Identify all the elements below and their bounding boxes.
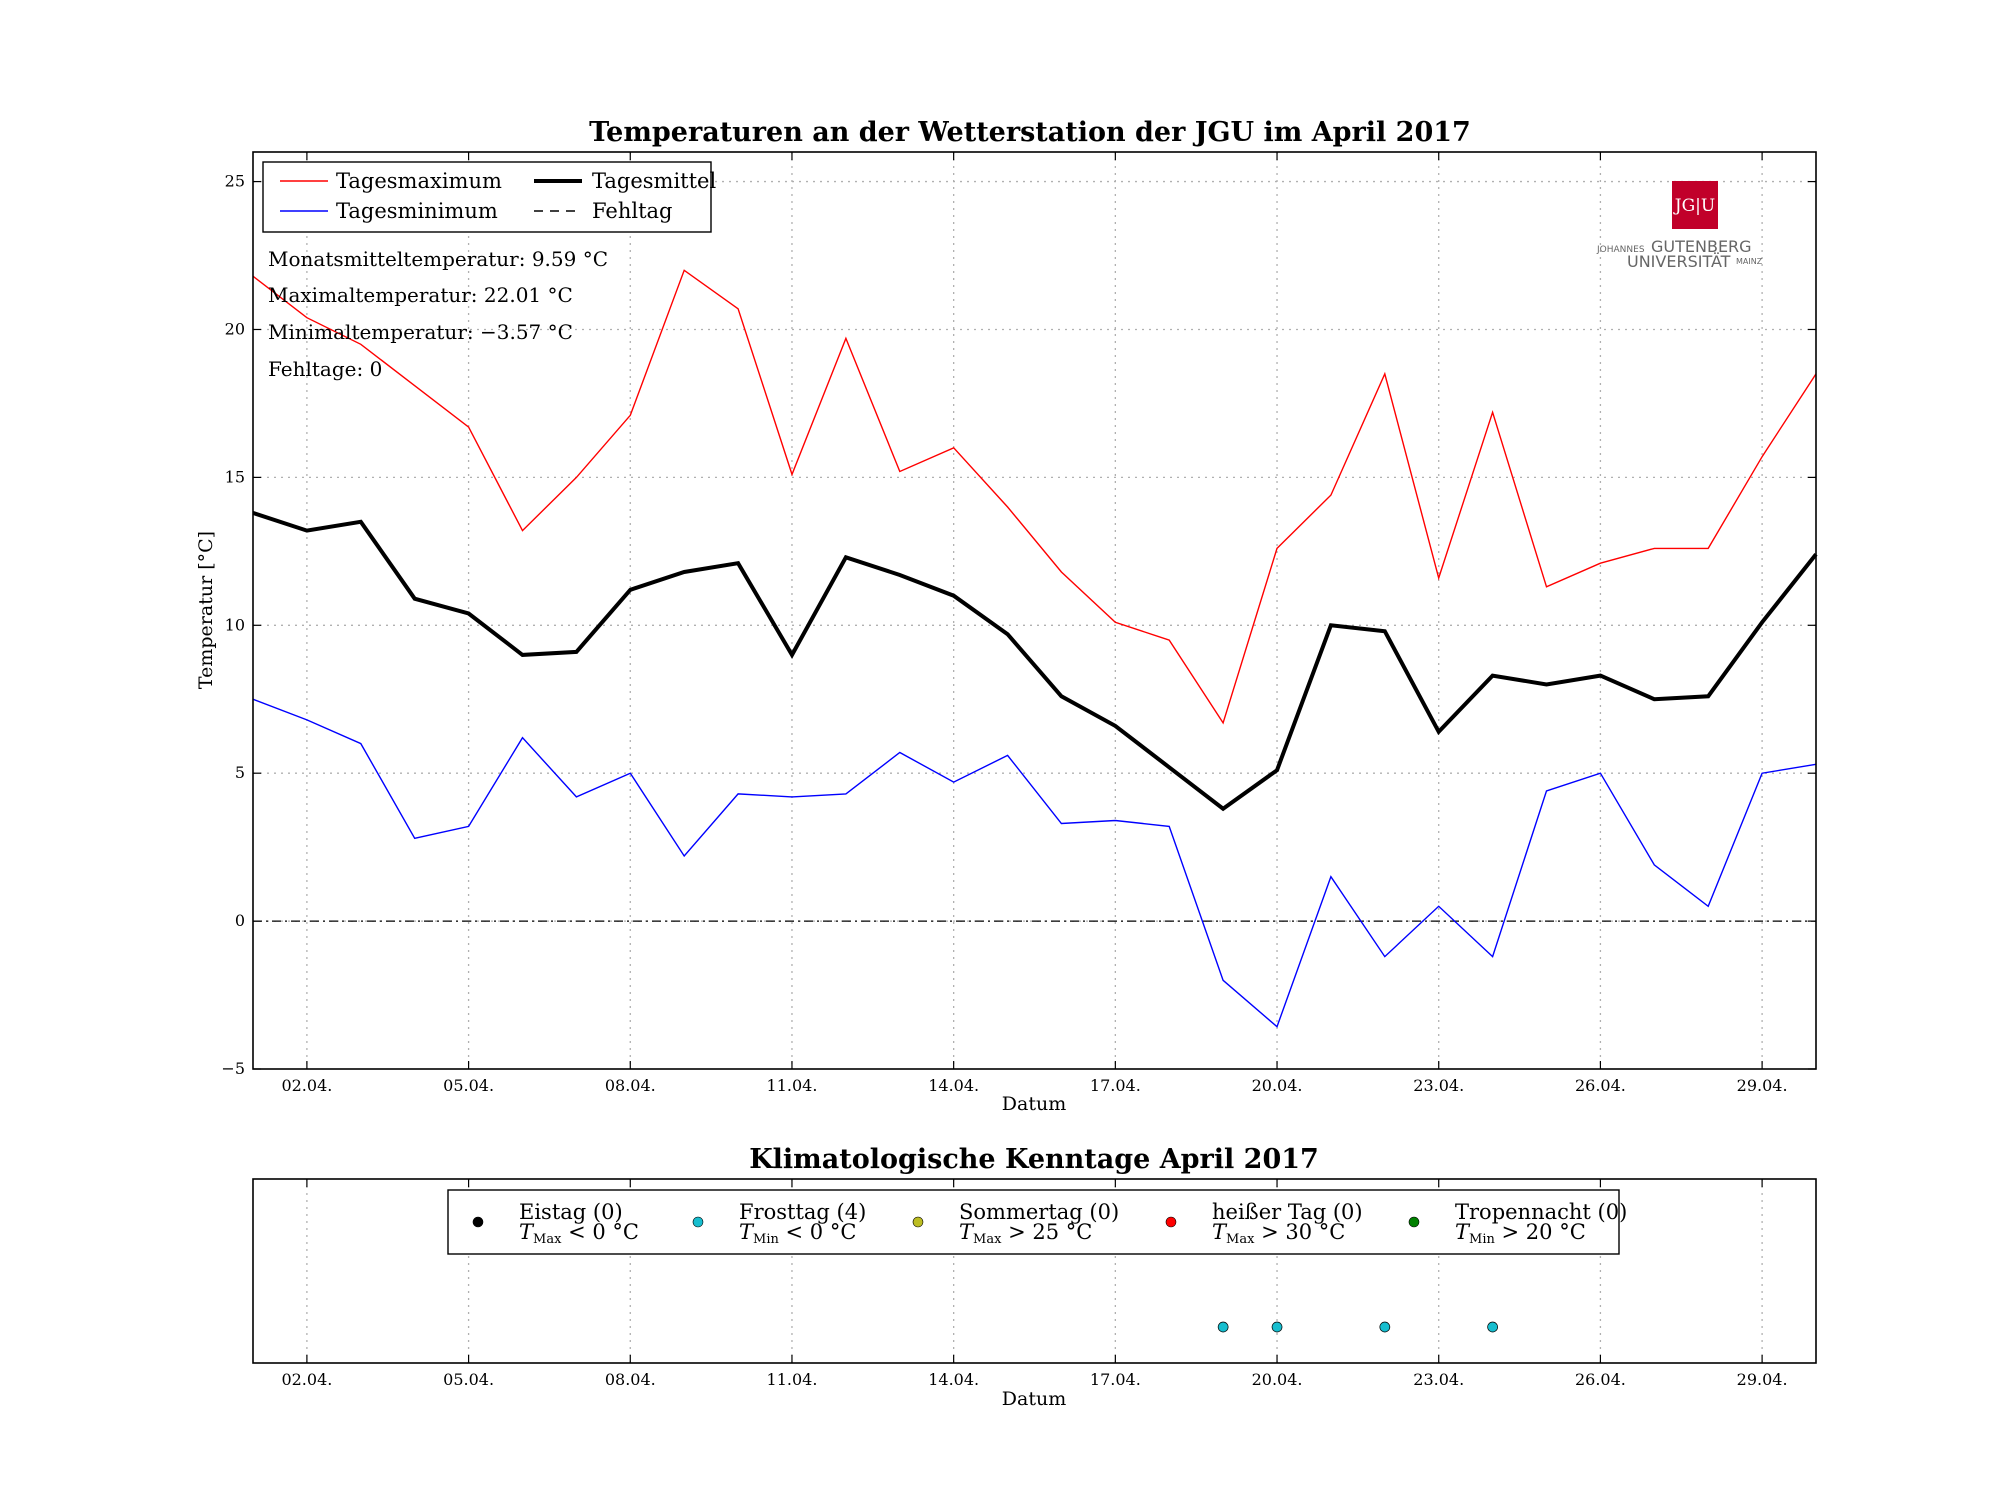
y-tick-label: −5	[221, 1059, 245, 1078]
legend-entry-eistag-0: Eistag (0)TMax < 0 °C	[472, 1200, 639, 1247]
x-tick-label: 20.04.	[1252, 1370, 1303, 1389]
x-axis-label: Datum	[1002, 1093, 1066, 1115]
x-tick-label: 26.04.	[1575, 1370, 1626, 1389]
legend-marker	[692, 1216, 704, 1228]
logo-johannes: JOHANNES	[1596, 245, 1645, 255]
legend-criterion: TMin > 20 °C	[1455, 1220, 1586, 1247]
plot-frame	[252, 1178, 1817, 1364]
legend-box	[447, 1189, 1620, 1255]
legend-label: heißer Tag (0)	[1212, 1200, 1363, 1224]
logo-badge-text: JG|U	[1673, 196, 1715, 216]
logo-badge	[1672, 181, 1718, 229]
legend-marker	[1165, 1216, 1177, 1228]
legend-marker	[472, 1216, 484, 1228]
legend-criterion: TMax > 30 °C	[1212, 1220, 1345, 1247]
axis-ticks: 02.04. 05.04. 08.04. 11.04. 14.04. 17.04. 20.0…	[221, 152, 1816, 1095]
y-tick-label: 20	[225, 319, 245, 338]
stat-missing-days: Fehltage: 0	[268, 357, 382, 381]
legend-entry-frosttag-4: Frosttag (4)TMin < 0 °C	[692, 1200, 866, 1247]
legend-entry-hei-er-tag-0: heißer Tag (0)TMax > 30 °C	[1165, 1200, 1363, 1247]
axis-ticks: 02.04. 05.04. 08.04. 11.04. 14.04. 17.04. 20.0…	[281, 1179, 1788, 1389]
x-tick-label: 08.04.	[605, 1076, 656, 1095]
stat-mean-temperature: Monatsmitteltemperatur: 9.59 °C	[268, 247, 608, 271]
x-tick-label: 11.04.	[767, 1076, 818, 1095]
climate-days-chart: Klimatologische Kenntage April 2017 02.0…	[252, 1144, 1817, 1410]
x-tick-label: 20.04.	[1252, 1076, 1303, 1095]
point-frosttag-4	[1487, 1321, 1498, 1333]
legend-criterion: TMin < 0 °C	[739, 1220, 856, 1247]
x-tick-label: 05.04.	[443, 1076, 494, 1095]
x-tick-label: 29.04.	[1737, 1370, 1788, 1389]
y-axis-label: Temperatur [°C]	[195, 531, 217, 689]
chart-title: Klimatologische Kenntage April 2017	[749, 1144, 1319, 1175]
x-tick-label: 14.04.	[928, 1370, 979, 1389]
logo-universitaet: UNIVERSITÄT	[1627, 252, 1731, 271]
series-line-tagesmittel	[252, 510, 1818, 812]
stat-min-temperature: Minimaltemperatur: −3.57 °C	[268, 320, 573, 344]
point-frosttag-4	[1379, 1321, 1391, 1333]
legend-label-tagesminimum: Tagesminimum	[336, 199, 498, 223]
x-tick-label: 11.04.	[767, 1370, 818, 1389]
series-lines	[252, 269, 1818, 1028]
legend-criterion: TMax < 0 °C	[519, 1220, 639, 1247]
legend-label-fehltag: Fehltag	[592, 199, 673, 223]
grid	[253, 152, 1816, 1069]
logo-mainz: MAINZ	[1736, 257, 1763, 266]
x-tick-label: 17.04.	[1090, 1370, 1141, 1389]
legend-label-tagesmittel: Tagesmittel	[592, 169, 716, 193]
y-tick-label: 10	[225, 615, 245, 634]
y-tick-label: 25	[225, 172, 245, 191]
series-line-tagesminimum	[252, 698, 1817, 1028]
x-tick-label: 26.04.	[1575, 1076, 1626, 1095]
legend: Tagesmaximum Tagesminimum Tagesmittel Fe…	[262, 161, 716, 233]
grid	[306, 1179, 1763, 1363]
jgu-logo: JG|U JOHANNES GUTENBERG UNIVERSITÄT MAIN…	[1596, 181, 1763, 271]
legend-marker	[1408, 1216, 1420, 1228]
y-tick-label: 0	[235, 911, 245, 930]
statistics-annotations: Monatsmitteltemperatur: 9.59 °C Maximalt…	[268, 247, 608, 381]
x-tick-label: 05.04.	[443, 1370, 494, 1389]
x-tick-label: 08.04.	[605, 1370, 656, 1389]
legend-marker	[912, 1216, 924, 1228]
legend-criterion: TMax > 25 °C	[959, 1220, 1092, 1247]
x-tick-label: 23.04.	[1413, 1076, 1464, 1095]
x-tick-label: 29.04.	[1737, 1076, 1788, 1095]
point-frosttag-4	[1217, 1321, 1229, 1333]
legend-entry-tropennacht-0: Tropennacht (0)TMin > 20 °C	[1408, 1200, 1627, 1247]
x-tick-label: 14.04.	[928, 1076, 979, 1095]
point-frosttag-4	[1271, 1321, 1283, 1333]
x-tick-label: 23.04.	[1413, 1370, 1464, 1389]
series-line-tagesmaximum	[252, 269, 1817, 725]
x-tick-label: 02.04.	[281, 1370, 332, 1389]
logo-gutenberg: GUTENBERG	[1651, 237, 1752, 256]
plot-frame	[252, 151, 1817, 1070]
legend-label: Frosttag (4)	[739, 1200, 866, 1224]
legend-entry-sommertag-0: Sommertag (0)TMax > 25 °C	[912, 1200, 1119, 1247]
legend: Eistag (0)TMax < 0 °C Frosttag (4)TMin < …	[447, 1189, 1627, 1255]
legend-label: Eistag (0)	[519, 1200, 623, 1224]
legend-label: Tropennacht (0)	[1455, 1200, 1627, 1224]
chart-title: Temperaturen an der Wetterstation der JG…	[589, 117, 1471, 148]
x-axis-label: Datum	[1002, 1388, 1066, 1410]
temperature-chart: Temperaturen an der Wetterstation der JG…	[195, 117, 1818, 1115]
y-tick-label: 15	[225, 467, 245, 486]
climate-day-points	[1217, 1321, 1498, 1333]
stat-max-temperature: Maximaltemperatur: 22.01 °C	[268, 283, 573, 307]
x-tick-label: 17.04.	[1090, 1076, 1141, 1095]
x-tick-label: 02.04.	[281, 1076, 332, 1095]
legend-box	[262, 161, 712, 233]
legend-label-tagesmaximum: Tagesmaximum	[336, 169, 502, 193]
legend-label: Sommertag (0)	[959, 1200, 1119, 1224]
y-tick-label: 5	[235, 763, 245, 782]
